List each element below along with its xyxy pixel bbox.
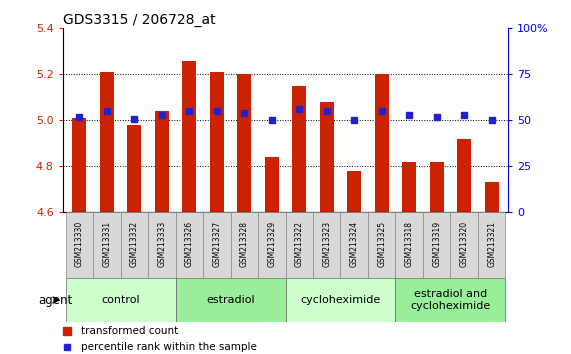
Text: transformed count: transformed count — [81, 326, 178, 336]
Bar — [155, 111, 168, 212]
Bar — [485, 182, 498, 212]
Text: GSM213319: GSM213319 — [432, 221, 441, 267]
Bar — [286, 278, 396, 322]
Bar — [66, 278, 175, 322]
Bar — [175, 278, 286, 322]
Text: GSM213329: GSM213329 — [267, 221, 276, 267]
Bar — [375, 74, 389, 212]
Bar — [430, 162, 444, 212]
Bar — [292, 86, 306, 212]
Bar — [93, 212, 120, 278]
Text: GSM213320: GSM213320 — [460, 221, 469, 267]
Text: GSM213324: GSM213324 — [349, 221, 359, 267]
Bar — [396, 212, 423, 278]
Bar — [286, 212, 313, 278]
Bar — [148, 212, 175, 278]
Bar — [238, 74, 251, 212]
Bar — [347, 171, 361, 212]
Text: agent: agent — [38, 293, 73, 307]
Bar — [403, 162, 416, 212]
Bar — [231, 212, 258, 278]
Bar — [423, 212, 451, 278]
Text: estradiol and
cycloheximide: estradiol and cycloheximide — [411, 289, 490, 311]
Bar — [100, 72, 114, 212]
Bar — [313, 212, 340, 278]
Text: percentile rank within the sample: percentile rank within the sample — [81, 342, 256, 352]
Bar — [265, 157, 279, 212]
Text: GSM213326: GSM213326 — [185, 221, 194, 267]
Text: GSM213333: GSM213333 — [157, 221, 166, 267]
Bar — [396, 278, 505, 322]
Text: GSM213327: GSM213327 — [212, 221, 222, 267]
Text: GSM213322: GSM213322 — [295, 221, 304, 267]
Bar — [340, 212, 368, 278]
Text: GSM213323: GSM213323 — [322, 221, 331, 267]
Bar — [203, 212, 231, 278]
Bar — [120, 212, 148, 278]
Bar — [73, 118, 86, 212]
Bar — [457, 139, 471, 212]
Text: GSM213330: GSM213330 — [75, 221, 84, 267]
Text: GSM213331: GSM213331 — [102, 221, 111, 267]
Text: GDS3315 / 206728_at: GDS3315 / 206728_at — [63, 13, 215, 27]
Text: GSM213325: GSM213325 — [377, 221, 386, 267]
Text: GSM213332: GSM213332 — [130, 221, 139, 267]
Bar — [182, 61, 196, 212]
Bar — [175, 212, 203, 278]
Text: GSM213318: GSM213318 — [405, 221, 414, 267]
Bar — [258, 212, 286, 278]
Bar — [368, 212, 396, 278]
Bar — [478, 212, 505, 278]
Text: estradiol: estradiol — [206, 295, 255, 305]
Text: GSM213321: GSM213321 — [487, 221, 496, 267]
Text: control: control — [101, 295, 140, 305]
Bar — [451, 212, 478, 278]
Bar — [210, 72, 224, 212]
Bar — [127, 125, 141, 212]
Bar — [66, 212, 93, 278]
Text: cycloheximide: cycloheximide — [300, 295, 381, 305]
Bar — [320, 102, 333, 212]
Text: GSM213328: GSM213328 — [240, 221, 249, 267]
